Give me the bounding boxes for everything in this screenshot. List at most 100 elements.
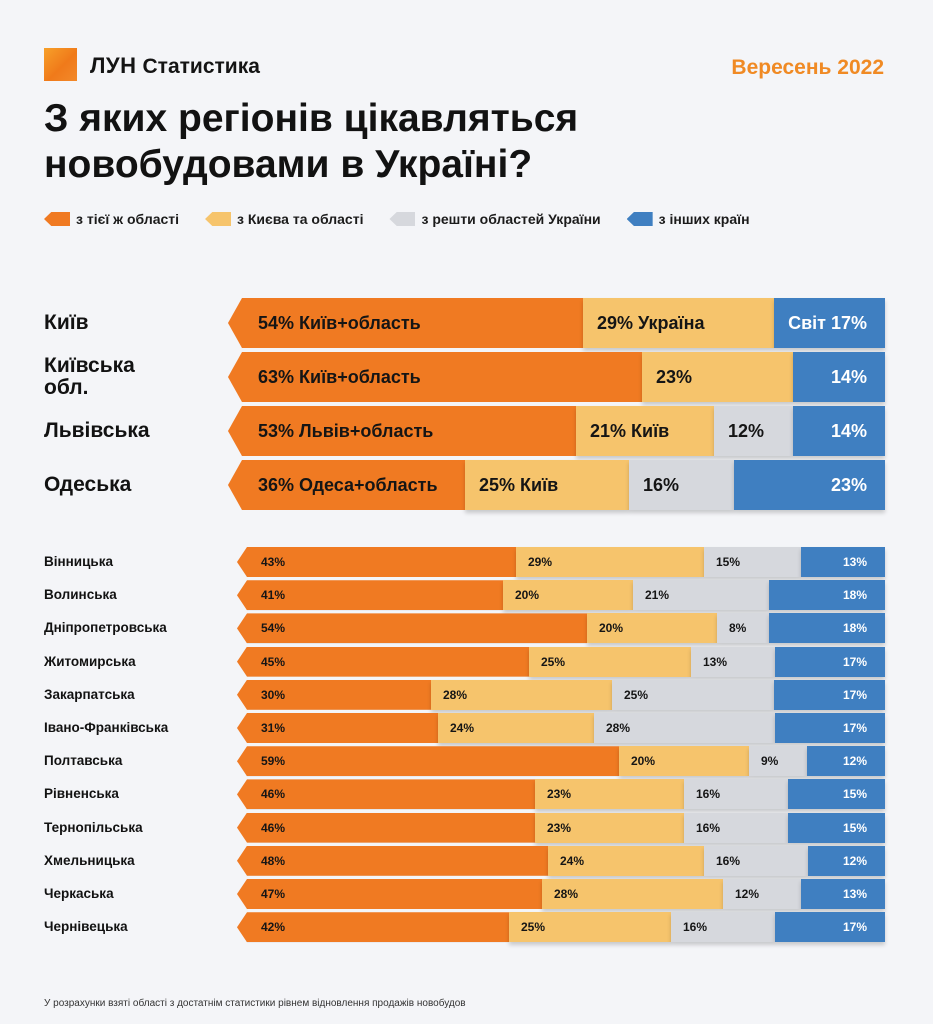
legend-item-abroad: з інших країн: [626, 211, 750, 227]
data-label: 46%: [261, 787, 286, 802]
bar-segment-kyiv: 29% Україна: [583, 298, 774, 348]
bar-segment-abroad: 17%: [774, 679, 885, 710]
bar-segment-abroad: 18%: [769, 580, 885, 611]
data-label: 47%: [261, 887, 286, 901]
row-label: Тернопільська: [44, 819, 143, 835]
bar-segment-abroad: 18%: [769, 613, 885, 644]
data-label: 17%: [842, 920, 867, 935]
bar-segment-kyiv: 23%: [535, 812, 684, 843]
bar-segment-kyiv: 28%: [542, 879, 723, 909]
header: ЛУН Статистика Вересень 2022: [44, 48, 884, 88]
bar-segment-rest-ukraine: 21%: [633, 580, 769, 611]
bar-segment-abroad: 15%: [788, 812, 885, 843]
data-label: 29%: [528, 555, 553, 569]
data-label: 18%: [842, 621, 867, 636]
legend-swatch: [389, 212, 416, 226]
legend-swatch: [44, 212, 70, 226]
data-label: 42%: [261, 920, 286, 935]
bar-segment-kyiv: 29%: [516, 547, 704, 577]
row-label: Волинська: [44, 587, 117, 603]
data-label: 13%: [703, 654, 728, 669]
bar-segment-same-region: 41%: [237, 580, 503, 611]
data-label: 54%: [261, 621, 286, 636]
data-label: 15%: [842, 820, 867, 835]
bar-segment-rest-ukraine: 16%: [684, 779, 788, 810]
data-label: 24%: [450, 721, 475, 735]
legend-label: з інших країн: [658, 211, 750, 227]
data-label: 17%: [842, 721, 867, 735]
data-label: 16%: [643, 474, 680, 495]
data-label: 14%: [830, 366, 867, 387]
row-label: Черкаська: [44, 886, 114, 901]
bar-segment-same-region: 48%: [237, 845, 548, 876]
bar-segment-same-region: 46%: [237, 779, 535, 810]
data-label: 45%: [261, 654, 286, 669]
bar-segment-rest-ukraine: 8%: [717, 613, 769, 644]
title-line-2: новобудовами в Україні?: [44, 143, 533, 186]
data-label: 29% Україна: [597, 312, 705, 333]
bar-segment-abroad: 12%: [808, 845, 885, 876]
data-label: 14%: [830, 420, 867, 441]
bar-segment-kyiv: 24%: [438, 713, 594, 743]
legend-label: з тієї ж області: [76, 211, 180, 227]
data-label: 31%: [261, 721, 286, 735]
data-label: 24%: [560, 853, 585, 868]
data-label: 12%: [842, 754, 867, 769]
data-label: 21%: [645, 588, 670, 603]
bar-segment-same-region: 54% Київ+область: [228, 298, 583, 348]
row-label: Дніпропетровська: [44, 620, 167, 636]
data-label: 21% Київ: [590, 420, 670, 441]
bar-segment-abroad: 17%: [775, 713, 885, 743]
data-label: Світ 17%: [788, 312, 867, 333]
bar-segment-kyiv: 23%: [535, 779, 684, 810]
data-label: 41%: [261, 588, 286, 603]
brand: ЛУН Статистика: [90, 53, 260, 79]
data-label: 17%: [842, 654, 867, 669]
bar-segment-rest-ukraine: 9%: [749, 746, 807, 777]
bar-segment-rest-ukraine: 12%: [714, 406, 793, 456]
data-label: 20%: [515, 588, 540, 603]
data-label: 16%: [716, 853, 741, 868]
data-label: 23%: [830, 474, 867, 495]
row-label: Київ: [44, 311, 89, 334]
bar-segment-rest-ukraine: 28%: [594, 713, 775, 743]
bar-segment-abroad: 12%: [807, 746, 885, 777]
bar-segment-rest-ukraine: 12%: [723, 879, 801, 909]
data-label: 8%: [729, 621, 747, 636]
bar-segment-same-region: 46%: [237, 812, 535, 843]
bar-segment-same-region: 54%: [237, 613, 587, 644]
bar-segment-abroad: 13%: [801, 879, 885, 909]
brand-subtitle: Статистика: [142, 55, 260, 78]
row-label: Івано-Франківська: [44, 720, 169, 735]
row-label: Житомирська: [44, 653, 136, 669]
bar-segment-same-region: 45%: [237, 646, 529, 677]
data-label: 12%: [735, 887, 760, 901]
data-label: 63% Київ+область: [258, 366, 421, 387]
bar-segment-rest-ukraine: 16%: [704, 845, 808, 876]
data-label: 59%: [261, 754, 286, 769]
bar-segment-kyiv: 21% Київ: [576, 406, 714, 456]
bar-segment-kyiv: 20%: [503, 580, 633, 611]
bar-segment-rest-ukraine: 15%: [704, 547, 801, 577]
bar-segment-same-region: 31%: [237, 713, 438, 743]
data-label: 16%: [696, 787, 721, 802]
legend-swatch: [626, 212, 653, 226]
row-label: Закарпатська: [44, 686, 135, 702]
legend-item-same-region: з тієї ж області: [44, 211, 179, 227]
data-label: 12%: [728, 420, 765, 441]
data-label: 28%: [606, 721, 631, 735]
data-label: 15%: [716, 555, 741, 569]
row-label: Львівська: [44, 419, 150, 442]
legend-item-kyiv: з Києва та області: [205, 211, 363, 227]
page-title: З яких регіонів цікавляться новобудовами…: [44, 96, 744, 188]
data-label: 15%: [842, 787, 867, 802]
legend-label: з Києва та області: [237, 211, 364, 227]
data-label: 25% Київ: [479, 474, 559, 495]
brand-name: ЛУН: [90, 53, 137, 78]
data-label: 13%: [842, 887, 867, 901]
row-label: Київська обл.: [44, 354, 135, 399]
data-label: 46%: [261, 820, 286, 835]
bar-segment-kyiv: 20%: [587, 613, 717, 644]
row-label: Рівненська: [44, 786, 119, 802]
data-label: 17%: [842, 687, 867, 702]
